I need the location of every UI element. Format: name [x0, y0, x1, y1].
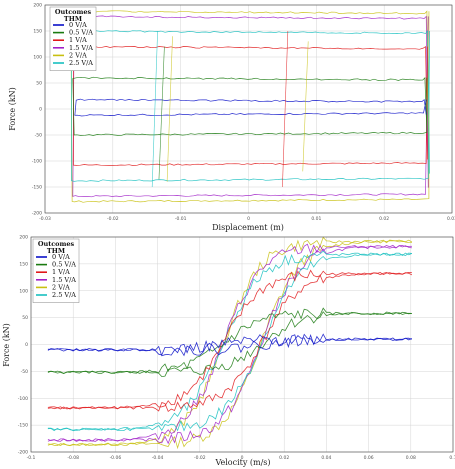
- y-tick-label: -200: [32, 211, 42, 217]
- series-curve: [47, 245, 412, 445]
- legend-entry: 0.5 V/A: [52, 261, 76, 269]
- y-tick-label: -200: [18, 450, 28, 456]
- y-tick-label: -100: [18, 396, 28, 402]
- series-curve: [47, 236, 413, 447]
- force-velocity-loops: [47, 236, 413, 450]
- grid: [30, 236, 454, 453]
- y-tick-label: -50: [35, 133, 42, 139]
- y-tick-label: -150: [32, 185, 42, 191]
- legend-entry: 1 V/A: [52, 268, 70, 276]
- x-tick-label: -0.04: [152, 455, 164, 461]
- y-tick-label: 200: [19, 235, 28, 241]
- y-tick-label: -50: [21, 369, 28, 375]
- x-tick-label: 0.04: [321, 455, 331, 461]
- legend-entry: 2 V/A: [69, 51, 87, 59]
- y-tick-label: 0: [39, 107, 42, 113]
- series-curve: [47, 239, 412, 450]
- x-axis-label: Velocity (m/s): [214, 458, 270, 467]
- series-loop: [74, 98, 427, 117]
- series-loop: [73, 45, 428, 166]
- y-tick-labels: 200 150 100 50 0 -50 -100 -150 -200: [18, 235, 28, 456]
- legend-entry: 1.5 V/A: [69, 44, 93, 52]
- y-tick-label: 50: [22, 315, 28, 321]
- x-tick-label: -0.02: [107, 216, 119, 222]
- y-tick-label: 50: [36, 81, 42, 87]
- x-tick-label: 0.02: [379, 216, 389, 222]
- y-tick-label: 0: [25, 342, 28, 348]
- legend-box: [49, 6, 97, 71]
- legend-entry: 0 V/A: [69, 21, 87, 29]
- y-tick-label: 100: [19, 288, 28, 294]
- velocity-chart: -0.1 -0.08 -0.06 -0.04 -0.02 0 0.02 0.04 0.06 0.0…: [2, 235, 455, 468]
- legend-entry: 1 V/A: [69, 36, 87, 44]
- y-tick-labels: 200 150 100 50 0 -50 -100 -150 -200: [32, 3, 42, 217]
- series-curve: [47, 333, 413, 356]
- series-branch: [166, 36, 173, 182]
- series-branch: [151, 30, 158, 188]
- x-tick-label: -0.08: [67, 455, 79, 461]
- hysteresis-loops: [70, 10, 430, 203]
- y-axis-label: Force (kN): [8, 87, 17, 131]
- x-tick-label: 0.1: [449, 455, 455, 461]
- legend-entry: 1.5 V/A: [52, 276, 76, 284]
- y-tick-label: 100: [33, 55, 42, 61]
- x-tick-label: -0.1: [27, 455, 36, 461]
- grid: [44, 4, 453, 214]
- series-branch: [282, 30, 289, 188]
- x-tick-labels: -0.1 -0.08 -0.06 -0.04 -0.02 0 0.02 0.04 0.06 0.0…: [27, 455, 455, 461]
- x-tick-label: -0.02: [194, 455, 206, 461]
- y-tick-label: 200: [33, 3, 42, 9]
- x-tick-label: 0.08: [406, 455, 416, 461]
- legend-title: Outcomes: [38, 240, 75, 248]
- series-curve: [47, 269, 412, 410]
- legend-title: THM: [47, 247, 65, 255]
- legend-title: THM: [64, 15, 82, 23]
- y-axis-label: Force (kN): [2, 323, 11, 367]
- x-tick-label: 0: [247, 216, 250, 222]
- x-tick-label: 0.03: [447, 216, 455, 222]
- series-curve: [47, 250, 413, 432]
- series-loop: [71, 30, 430, 182]
- series-branch: [302, 41, 309, 172]
- y-tick-label: -150: [18, 423, 28, 429]
- x-tick-label: 0.02: [279, 455, 289, 461]
- y-tick-label: -100: [32, 159, 42, 165]
- legend-entry: 2 V/A: [52, 283, 70, 291]
- x-tick-label: -0.03: [39, 216, 51, 222]
- legend-box: [32, 238, 80, 303]
- plot-frame: [30, 236, 454, 453]
- y-tick-label: 150: [33, 29, 42, 35]
- series-loop: [72, 15, 429, 198]
- series-curve: [47, 252, 412, 432]
- legend-entry: 0 V/A: [52, 253, 70, 261]
- legend-entry: 2.5 V/A: [52, 291, 76, 299]
- series-curve: [47, 243, 412, 442]
- x-tick-label: -0.06: [110, 455, 122, 461]
- x-tick-label: -0.01: [175, 216, 187, 222]
- series-curve: [47, 333, 413, 357]
- y-tick-label: 150: [19, 261, 28, 267]
- x-tick-label: 0.01: [311, 216, 321, 222]
- x-tick-labels: -0.03 -0.02 -0.01 0 0.01 0.02 0.03: [39, 216, 455, 222]
- x-tick-label: 0: [241, 455, 244, 461]
- displacement-chart: -0.03 -0.02 -0.01 0 0.01 0.02 0.03 200 150 100 50…: [8, 3, 455, 233]
- series-curve: [47, 307, 412, 375]
- x-axis-label: Displacement (m): [212, 223, 284, 232]
- legend-entry: 0.5 V/A: [69, 29, 93, 37]
- legend-title: Outcomes: [55, 8, 92, 16]
- series-loop: [70, 10, 430, 203]
- series-loop: [72, 76, 428, 136]
- x-tick-label: 0.06: [364, 455, 374, 461]
- series-curve: [47, 271, 413, 413]
- legend-entry: 2.5 V/A: [69, 59, 93, 67]
- plot-frame: [44, 4, 453, 214]
- series-branch: [158, 46, 165, 180]
